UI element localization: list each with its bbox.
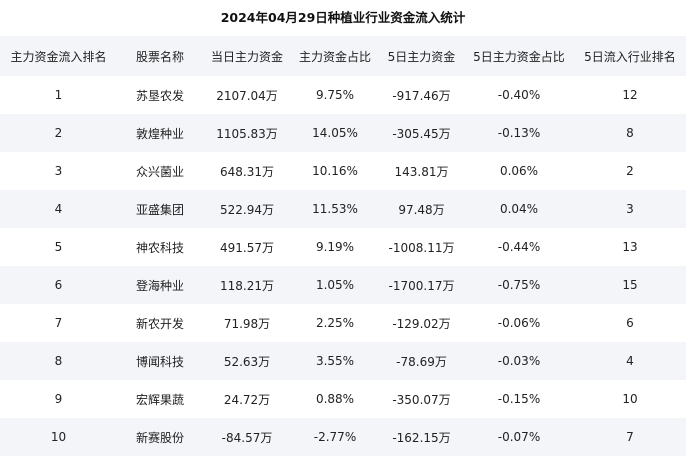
day-main-fund-cell: 522.94万 xyxy=(220,202,274,217)
main-fund-ratio-cell: 10.16% xyxy=(312,164,358,178)
page-title: 2024年04月29日种植业行业资金流入统计 xyxy=(220,10,466,25)
5day-main-fund-cell: -917.46万 xyxy=(392,88,451,103)
rank-cell: 8 xyxy=(54,354,63,368)
stock-name-cell: 众兴菌业 xyxy=(135,164,184,179)
5day-fund-ratio-cell: -0.75% xyxy=(497,278,541,292)
stock-name-cell: 宏辉果蔬 xyxy=(135,392,184,407)
stock-name-cell: 亚盛集团 xyxy=(135,202,184,217)
main-fund-ratio-cell: 3.55% xyxy=(315,354,355,368)
table-row: 2 敦煌种业 1105.83万 14.05% -305.45万 -0.13% 8 xyxy=(0,114,686,152)
header-main-fund-ratio: 主力资金占比 xyxy=(298,49,371,64)
fund-flow-table: 主力资金流入排名 股票名称 当日主力资金 主力资金占比 5日主力资金 5日主力资… xyxy=(0,36,686,456)
5day-fund-ratio-cell: -0.44% xyxy=(497,240,541,254)
header-5day-main-fund: 5日主力资金 xyxy=(387,49,456,64)
5day-industry-rank-cell: 2 xyxy=(626,164,634,178)
stock-name-cell: 新农开发 xyxy=(135,316,184,331)
main-fund-ratio-cell: 14.05% xyxy=(312,126,358,140)
5day-fund-ratio-cell: -0.15% xyxy=(497,392,541,406)
5day-main-fund-cell: 143.81万 xyxy=(394,164,449,179)
table-row: 6 登海种业 118.21万 1.05% -1700.17万 -0.75% 15 xyxy=(0,266,686,304)
stock-name-cell: 登海种业 xyxy=(135,278,184,293)
5day-industry-rank-cell: 6 xyxy=(626,316,634,330)
main-fund-ratio-cell: -2.77% xyxy=(313,430,357,444)
header-rank: 主力资金流入排名 xyxy=(10,49,107,64)
header-day-main-fund: 当日主力资金 xyxy=(210,49,283,64)
day-main-fund-cell: 648.31万 xyxy=(220,164,274,179)
table-row: 10 新赛股份 -84.57万 -2.77% -162.15万 -0.07% 7 xyxy=(0,418,686,456)
5day-main-fund-cell: 97.48万 xyxy=(398,202,445,217)
table-row: 7 新农开发 71.98万 2.25% -129.02万 -0.06% 6 xyxy=(0,304,686,342)
5day-main-fund-cell: -1008.11万 xyxy=(388,240,455,255)
day-main-fund-cell: -84.57万 xyxy=(221,430,273,445)
rank-cell: 6 xyxy=(54,278,63,292)
table-row: 8 博闻科技 52.63万 3.55% -78.69万 -0.03% 4 xyxy=(0,342,686,380)
5day-main-fund-cell: -1700.17万 xyxy=(388,278,455,293)
5day-fund-ratio-cell: 0.06% xyxy=(499,164,539,178)
stock-name-cell: 苏垦农发 xyxy=(135,88,184,103)
rank-cell: 4 xyxy=(54,202,63,216)
stock-name-cell: 神农科技 xyxy=(135,240,184,255)
main-fund-ratio-cell: 1.05% xyxy=(315,278,355,292)
main-fund-ratio-cell: 9.75% xyxy=(315,88,355,102)
5day-industry-rank-cell: 7 xyxy=(626,430,634,444)
table-row: 5 神农科技 491.57万 9.19% -1008.11万 -0.44% 13 xyxy=(0,228,686,266)
5day-fund-ratio-cell: -0.40% xyxy=(497,88,541,102)
header-stock-name: 股票名称 xyxy=(135,49,184,64)
day-main-fund-cell: 24.72万 xyxy=(223,392,271,407)
5day-industry-rank-cell: 4 xyxy=(626,354,634,368)
5day-main-fund-cell: -305.45万 xyxy=(392,126,451,141)
main-fund-ratio-cell: 0.88% xyxy=(315,392,355,406)
rank-cell: 5 xyxy=(54,240,63,254)
5day-industry-rank-cell: 12 xyxy=(622,88,638,102)
day-main-fund-cell: 2107.04万 xyxy=(216,88,278,103)
5day-industry-rank-cell: 13 xyxy=(622,240,638,254)
rank-cell: 10 xyxy=(50,430,67,444)
5day-industry-rank-cell: 8 xyxy=(626,126,634,140)
5day-industry-rank-cell: 10 xyxy=(622,392,638,406)
rank-cell: 7 xyxy=(54,316,63,330)
5day-fund-ratio-cell: -0.07% xyxy=(497,430,541,444)
table-header-row: 主力资金流入排名 股票名称 当日主力资金 主力资金占比 5日主力资金 5日主力资… xyxy=(0,36,686,76)
5day-fund-ratio-cell: 0.04% xyxy=(499,202,539,216)
5day-main-fund-cell: -129.02万 xyxy=(392,316,451,331)
day-main-fund-cell: 52.63万 xyxy=(223,354,271,369)
table-row: 1 苏垦农发 2107.04万 9.75% -917.46万 -0.40% 12 xyxy=(0,76,686,114)
day-main-fund-cell: 118.21万 xyxy=(220,278,274,293)
5day-fund-ratio-cell: -0.03% xyxy=(497,354,541,368)
5day-main-fund-cell: -78.69万 xyxy=(396,354,447,369)
stock-name-cell: 敦煌种业 xyxy=(135,126,184,141)
main-fund-ratio-cell: 2.25% xyxy=(315,316,355,330)
5day-fund-ratio-cell: -0.06% xyxy=(497,316,541,330)
rank-cell: 9 xyxy=(54,392,63,406)
main-fund-ratio-cell: 9.19% xyxy=(315,240,355,254)
day-main-fund-cell: 491.57万 xyxy=(220,240,274,255)
table-row: 9 宏辉果蔬 24.72万 0.88% -350.07万 -0.15% 10 xyxy=(0,380,686,418)
header-5day-industry-rank: 5日流入行业排名 xyxy=(584,49,676,64)
rank-cell: 1 xyxy=(54,88,63,102)
stock-name-cell: 博闻科技 xyxy=(135,354,184,369)
table-row: 4 亚盛集团 522.94万 11.53% 97.48万 0.04% 3 xyxy=(0,190,686,228)
5day-industry-rank-cell: 3 xyxy=(626,202,634,216)
rank-cell: 2 xyxy=(54,126,63,140)
5day-main-fund-cell: -350.07万 xyxy=(392,392,451,407)
5day-main-fund-cell: -162.15万 xyxy=(392,430,451,445)
stock-name-cell: 新赛股份 xyxy=(135,430,184,445)
day-main-fund-cell: 1105.83万 xyxy=(216,126,278,141)
5day-fund-ratio-cell: -0.13% xyxy=(497,126,541,140)
table-row: 3 众兴菌业 648.31万 10.16% 143.81万 0.06% 2 xyxy=(0,152,686,190)
main-fund-ratio-cell: 11.53% xyxy=(312,202,358,216)
rank-cell: 3 xyxy=(54,164,63,178)
header-5day-fund-ratio: 5日主力资金占比 xyxy=(473,49,565,64)
5day-industry-rank-cell: 15 xyxy=(622,278,638,292)
day-main-fund-cell: 71.98万 xyxy=(223,316,271,331)
